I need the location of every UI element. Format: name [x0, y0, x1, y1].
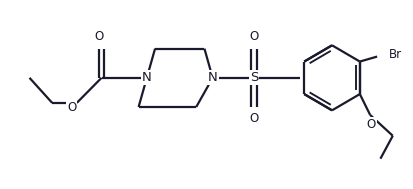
Text: O: O: [366, 118, 375, 131]
Text: N: N: [142, 71, 152, 84]
Text: O: O: [95, 30, 104, 43]
Text: N: N: [208, 71, 218, 84]
Text: O: O: [249, 112, 259, 125]
Text: O: O: [249, 30, 259, 43]
Text: Br: Br: [389, 48, 402, 61]
Text: S: S: [249, 71, 258, 84]
Text: O: O: [67, 101, 76, 114]
